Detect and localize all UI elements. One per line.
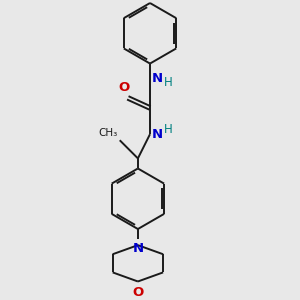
Text: O: O bbox=[132, 286, 143, 298]
Text: O: O bbox=[118, 81, 129, 94]
Text: N: N bbox=[132, 242, 143, 255]
Text: N: N bbox=[152, 72, 163, 85]
Text: CH₃: CH₃ bbox=[98, 128, 118, 138]
Text: H: H bbox=[164, 123, 173, 136]
Text: N: N bbox=[152, 128, 163, 141]
Text: H: H bbox=[164, 76, 173, 89]
